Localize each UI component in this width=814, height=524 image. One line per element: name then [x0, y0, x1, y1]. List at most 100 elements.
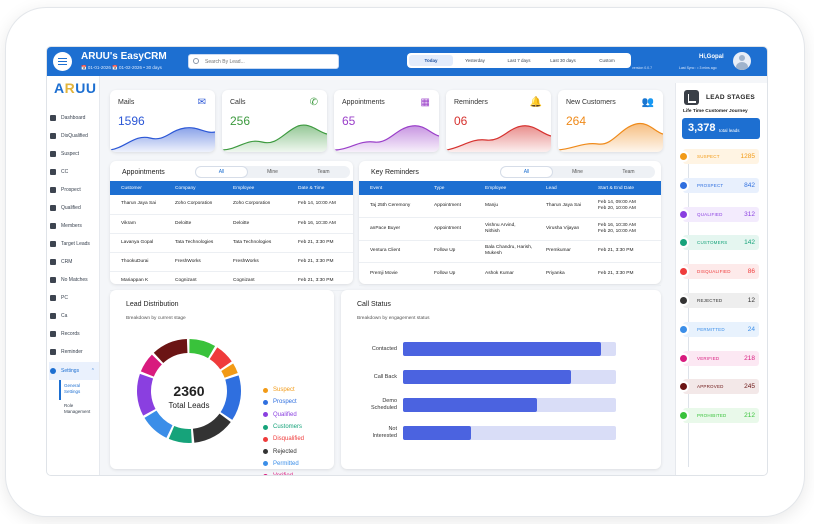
sidebar-item-settings[interactable]: Settings ⌃ [49, 362, 99, 380]
table-cell: Virusha Vijayan [535, 217, 587, 241]
stage-disqualified[interactable]: DISQUALIFIED 86 [680, 264, 759, 280]
calendar-icon: ▦ [420, 97, 430, 108]
stat-card-new-customers[interactable]: New Customers 264 👥 [558, 90, 663, 152]
table-cell: Mariappan K [110, 271, 164, 291]
sidebar-item-dashboard[interactable]: Dashboard [49, 109, 99, 127]
stat-sparkline [222, 124, 327, 152]
sidebar-item-reminder[interactable]: Reminder [49, 343, 99, 361]
stat-card-reminders[interactable]: Reminders 06 🔔 [446, 90, 551, 152]
sidebar-item-no-matches[interactable]: No Matches [49, 271, 99, 289]
period-last-30-days[interactable]: Last 30 days [550, 58, 576, 63]
tab-mine[interactable]: Mine [572, 169, 583, 175]
donut-segment-prohibited[interactable] [189, 339, 216, 359]
sidebar-item-cc[interactable]: CC [49, 163, 99, 181]
period-last-7-days[interactable]: Last 7 days [507, 58, 531, 63]
period-custom[interactable]: Custom [599, 58, 615, 63]
donut-total: 2360 [173, 383, 205, 399]
search-input[interactable] [188, 54, 339, 69]
stage-customers[interactable]: CUSTOMERS 142 [680, 235, 759, 251]
table-row[interactable]: Vikram Deloitte Deloitte Feb 16, 10:30 AM [110, 214, 353, 234]
stage-prohibited[interactable]: PROHIBITED 212 [680, 408, 759, 424]
sidebar-item-prospect[interactable]: Prospect [49, 181, 99, 199]
column-header: Employee [222, 181, 287, 195]
stat-card-appointments[interactable]: Appointments 65 ▦ [334, 90, 439, 152]
stage-permitted[interactable]: PERMITTED 24 [680, 321, 759, 337]
table-cell: Feb 21, 3:30 PM [587, 262, 661, 286]
table-row[interactable]: Taj 25th Ceremony Appointment Manju Tharun … [359, 195, 661, 218]
table-cell: Premji Movie [359, 262, 423, 286]
bar-contacted[interactable] [403, 342, 602, 356]
sidebar-item-label: Reminder [61, 349, 83, 355]
stat-card-mails[interactable]: Mails 1596 ✉ [110, 90, 215, 152]
reminders-title: Key Reminders [371, 169, 419, 176]
sidebar-item-pc[interactable]: PC [49, 289, 99, 307]
table-row[interactable]: Mariappan K Cognizant Cognizant Feb 21, 3:3… [110, 271, 353, 291]
sidebar-item-members[interactable]: Members [49, 217, 99, 235]
stage-count: 842 [744, 181, 755, 189]
appointments-table: Customer Company Employee Date & Time Tharun… [110, 181, 353, 291]
donut-segment-verified[interactable] [140, 354, 163, 377]
donut-segment-permitted[interactable] [144, 410, 173, 438]
lead-distribution-subtitle: Breakdown by current stage [126, 316, 186, 321]
sidebar-item-qualified[interactable]: Qualified [49, 199, 99, 217]
bar-call-back[interactable] [403, 370, 572, 384]
settings-sub-general-settings[interactable]: General Settings [59, 380, 93, 400]
table-cell: Bala Chandru, Harish, Mukesh [474, 240, 535, 263]
stat-value: 65 [342, 114, 356, 128]
stage-count: 1285 [740, 153, 755, 160]
donut-segment-approved[interactable] [153, 339, 188, 364]
stage-approved[interactable]: APPROVED 245 [680, 379, 759, 395]
table-row[interactable]: Tharun Jaya Sai Zoho Corporation Zoho Corp… [110, 195, 353, 215]
period-yesterday[interactable]: Yesterday [465, 58, 485, 63]
stat-card-calls[interactable]: Calls 256 ✆ [222, 90, 327, 152]
hamburger-icon [58, 60, 67, 63]
stage-rejected[interactable]: REJECTED 12 [680, 293, 759, 308]
donut-segment-disqualified[interactable] [209, 347, 232, 370]
stage-verified[interactable]: VERIFIED 218 [680, 350, 759, 366]
sidebar-item-disqualified[interactable]: DisQualified [49, 127, 99, 145]
bar-track [403, 398, 616, 412]
sidebar-item-crm[interactable]: CRM [49, 253, 99, 271]
donut-segment-prospect[interactable] [220, 375, 241, 420]
stage-count: 212 [744, 412, 755, 420]
sidebar-item-records[interactable]: Records [49, 325, 99, 343]
table-row[interactable]: ThookuDurai FreshWorks FreshWorks Feb 21, 3… [110, 252, 353, 272]
legend-label: Customers [273, 424, 303, 431]
donut-segment-rejected[interactable] [192, 413, 231, 443]
user-avatar[interactable] [733, 52, 751, 70]
tab-team[interactable]: Team [622, 169, 635, 175]
settings-sub-role-management[interactable]: Role Management [64, 403, 91, 414]
stage-dot [680, 412, 687, 420]
table-cell: Feb 14, 10:00 AM [287, 195, 353, 215]
donut-segment-qualified[interactable] [137, 373, 156, 416]
stage-count: 245 [744, 383, 755, 391]
sidebar-item-target-leads[interactable]: Target Leads [49, 235, 99, 253]
stage-suspect[interactable]: SUSPECT 1285 [680, 149, 759, 164]
tab-team[interactable]: Team [317, 169, 330, 175]
sidebar-item-suspect[interactable]: Suspect [49, 145, 99, 163]
donut-segment-suspect[interactable] [221, 363, 238, 378]
nav-icon [50, 187, 56, 193]
column-header: Employee [474, 181, 535, 195]
tab-mine[interactable]: Mine [267, 169, 278, 175]
bar-not-interested[interactable] [403, 426, 472, 440]
period-today[interactable]: Today [409, 55, 453, 66]
table-cell: Ventura Client [359, 240, 423, 263]
bar-demo-scheduled[interactable] [403, 398, 538, 412]
stage-prospect[interactable]: PROSPECT 842 [680, 177, 759, 193]
table-cell: FreshWorks [222, 252, 287, 272]
table-row[interactable]: Premji Movie Follow Up Ashok Kumar Priyanka… [359, 262, 661, 286]
menu-button[interactable] [53, 52, 72, 71]
nav-icon [50, 133, 56, 139]
stage-qualified[interactable]: QUALIFIED 312 [680, 206, 759, 222]
table-cell: Lavanya Gopal [110, 233, 164, 253]
tab-all[interactable]: All [501, 167, 552, 177]
table-row[interactable]: Ventura Client Follow Up Bala Chandru, Har… [359, 240, 661, 263]
tab-all[interactable]: All [196, 167, 247, 177]
column-header: Event [359, 181, 423, 195]
total-leads-count: 3,378 [688, 122, 716, 134]
donut-segment-customers[interactable] [168, 425, 192, 443]
sidebar-item-ca[interactable]: Ca [49, 307, 99, 325]
table-row[interactable]: anPace Buyer Appointment Vishnu Arvind, Nit… [359, 217, 661, 241]
table-row[interactable]: Lavanya Gopal Tata Technologies Tata Techn… [110, 233, 353, 253]
